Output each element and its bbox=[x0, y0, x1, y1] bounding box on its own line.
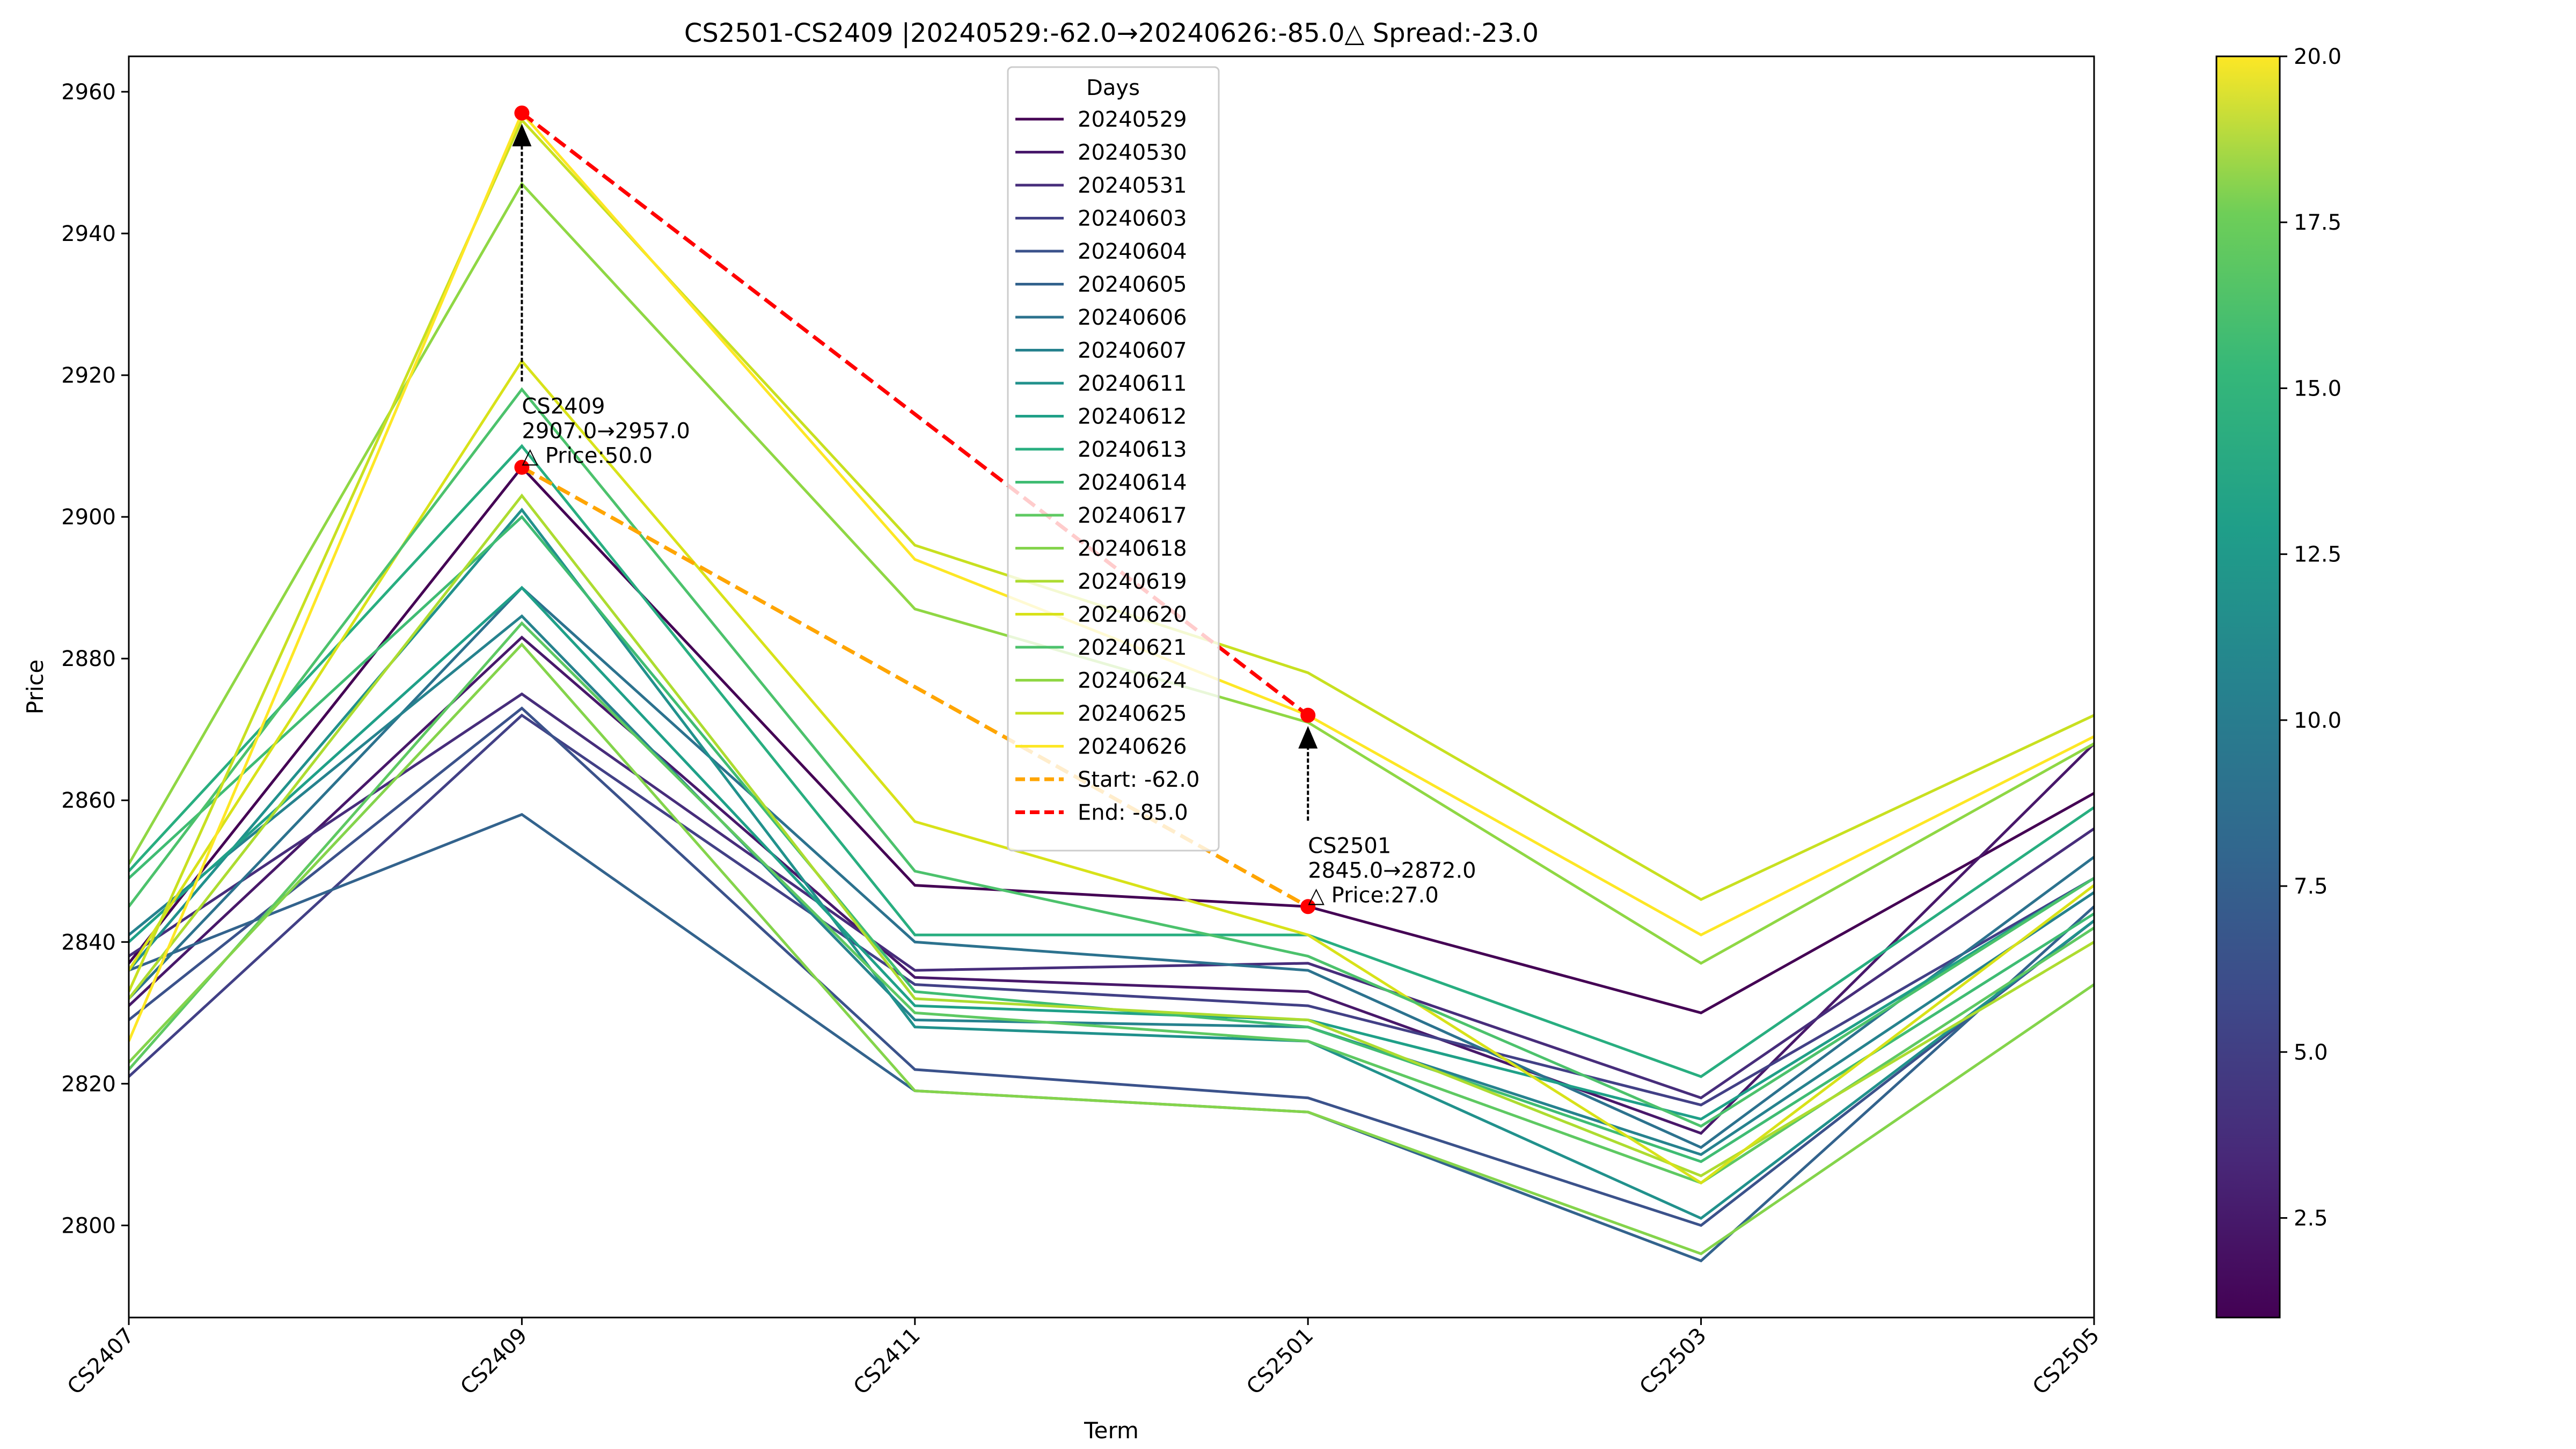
annotation-text: △ Price:50.0 bbox=[522, 444, 653, 469]
annotation-arrow-head bbox=[512, 123, 532, 147]
colorbar-tick-label: 20.0 bbox=[2294, 45, 2341, 69]
x-axis: CS2407 CS2409 CS2411 CS2501 CS2503 CS2505 bbox=[63, 1318, 2104, 1400]
spread-point bbox=[514, 459, 530, 475]
annotation-text: 2845.0→2872.0 bbox=[1308, 858, 1476, 883]
y-tick-label: 2820 bbox=[61, 1072, 116, 1096]
colorbar-ticks: 2.5 5.0 7.5 10.0 12.5 15.0 17.5 20.0 bbox=[2280, 45, 2341, 1231]
series-line-20240603 bbox=[129, 713, 2094, 1107]
legend-label: 20240612 bbox=[1078, 405, 1187, 429]
legend-label: Start: -62.0 bbox=[1078, 767, 1199, 792]
x-tick-label: CS2503 bbox=[1635, 1323, 1711, 1400]
colorbar-tick-label: 5.0 bbox=[2294, 1040, 2328, 1065]
series-line-20240613 bbox=[129, 444, 2094, 1078]
series-line-20240611 bbox=[129, 507, 2094, 1220]
legend-label: 20240604 bbox=[1078, 239, 1187, 264]
y-axis: 2800 2820 2840 2860 2880 2900 2920 2940 2960 bbox=[61, 80, 129, 1238]
series-line-20240617 bbox=[129, 621, 2094, 1184]
annotation-text: CS2501 bbox=[1308, 833, 1391, 858]
series-line-20240531 bbox=[129, 692, 2094, 1100]
annotation-text: 2907.0→2957.0 bbox=[522, 419, 690, 444]
legend-label: 20240606 bbox=[1078, 305, 1187, 330]
y-tick-label: 2880 bbox=[61, 647, 116, 671]
legend-frame bbox=[1007, 66, 1220, 852]
spread-point bbox=[1300, 899, 1316, 914]
y-tick-label: 2900 bbox=[61, 505, 116, 530]
series-line-20240612 bbox=[129, 586, 2094, 1121]
legend-label: 20240617 bbox=[1078, 503, 1187, 528]
x-axis-label: Term bbox=[1084, 1417, 1139, 1444]
legend-label: 20240611 bbox=[1078, 371, 1187, 396]
legend-label: 20240531 bbox=[1078, 173, 1187, 198]
legend-label: 20240607 bbox=[1078, 339, 1187, 363]
legend-label: 20240626 bbox=[1078, 735, 1187, 759]
legend-label: 20240614 bbox=[1078, 471, 1187, 495]
chart-title: CS2501-CS2409 |20240529:-62.0→20240626:-… bbox=[684, 18, 1539, 48]
y-tick-label: 2840 bbox=[61, 930, 116, 955]
legend-label: 20240530 bbox=[1078, 141, 1187, 165]
x-tick-label: CS2409 bbox=[456, 1323, 532, 1400]
y-axis-label: Price bbox=[22, 660, 48, 714]
series-line-20240620 bbox=[129, 358, 2094, 1185]
y-tick-label: 2800 bbox=[61, 1213, 116, 1238]
annotation-text: CS2409 bbox=[522, 394, 605, 419]
series-line-20240619 bbox=[129, 493, 2094, 1177]
series-line-20240529 bbox=[129, 465, 2094, 1014]
legend-label: 20240620 bbox=[1078, 603, 1187, 627]
colorbar-tick-label: 15.0 bbox=[2294, 376, 2341, 401]
spread-point bbox=[514, 105, 530, 121]
spread-point bbox=[1300, 707, 1316, 723]
x-tick-label: CS2505 bbox=[2028, 1323, 2104, 1400]
x-tick-label: CS2411 bbox=[849, 1323, 925, 1400]
legend-label: 20240618 bbox=[1078, 537, 1187, 561]
spread-line-start bbox=[521, 465, 1309, 909]
series-line-20240607 bbox=[129, 614, 2094, 1157]
series-line-20240604 bbox=[129, 706, 2094, 1227]
legend-label: 20240613 bbox=[1078, 437, 1187, 462]
legend-label: 20240621 bbox=[1078, 635, 1187, 660]
colorbar-tick-label: 2.5 bbox=[2294, 1206, 2328, 1231]
legend-label: 20240529 bbox=[1078, 107, 1187, 132]
annotation-text: △ Price:27.0 bbox=[1308, 883, 1439, 908]
colorbar-tick-label: 17.5 bbox=[2294, 210, 2341, 235]
series-line-20240606 bbox=[129, 586, 2094, 1150]
colorbar-tick-label: 12.5 bbox=[2294, 543, 2341, 567]
x-tick-label: CS2407 bbox=[63, 1323, 139, 1400]
y-tick-label: 2920 bbox=[61, 363, 116, 388]
x-tick-label: CS2501 bbox=[1242, 1323, 1318, 1400]
legend-items: 20240529 20240530 20240531 20240603 20240604… bbox=[1015, 107, 1199, 825]
legend-label: End: -85.0 bbox=[1078, 801, 1188, 825]
colorbar-gradient bbox=[2215, 55, 2281, 1319]
plot-area-frame bbox=[128, 55, 2095, 1319]
legend-label: 20240605 bbox=[1078, 273, 1187, 297]
legend-title: Days bbox=[1086, 76, 1140, 100]
legend-label: 20240603 bbox=[1078, 207, 1187, 231]
colorbar: 2.5 5.0 7.5 10.0 12.5 15.0 17.5 20.0 bbox=[2215, 45, 2341, 1319]
legend-label: 20240624 bbox=[1078, 669, 1187, 693]
series-line-20240621 bbox=[129, 387, 2094, 1128]
legend: Days 20240529202405302024053120240603202… bbox=[1007, 66, 1220, 852]
y-tick-label: 2960 bbox=[61, 80, 116, 105]
legend-label: 20240619 bbox=[1078, 569, 1187, 594]
colorbar-tick-label: 10.0 bbox=[2294, 708, 2341, 733]
y-tick-label: 2860 bbox=[61, 788, 116, 813]
legend-label: 20240625 bbox=[1078, 701, 1187, 726]
annotation-arrow-head bbox=[1298, 726, 1318, 749]
colorbar-tick-label: 7.5 bbox=[2294, 874, 2328, 899]
y-tick-label: 2940 bbox=[61, 222, 116, 246]
series-line-20240618 bbox=[129, 642, 2094, 1255]
